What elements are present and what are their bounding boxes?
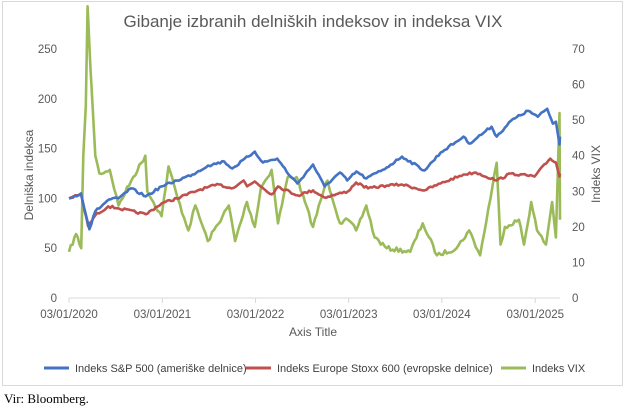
series-line-2 (68, 157, 562, 228)
left-tick-label: 250 (38, 44, 57, 56)
x-axis-title: Axis Title (289, 325, 337, 339)
right-tick-label: 30 (572, 186, 585, 198)
right-tick-label: 10 (572, 257, 585, 269)
left-tick-label: 100 (38, 193, 57, 205)
right-tick-label: 60 (572, 80, 585, 92)
left-axis-title: Delniška indeksa (22, 129, 36, 220)
x-tick-label: 03/01/2020 (40, 309, 98, 321)
right-tick-label: 0 (572, 293, 578, 305)
left-axis: 0 50 100 150 200 250 (38, 44, 57, 305)
x-axis: 03/01/2020 03/01/2021 03/01/2022 03/01/2023… (40, 298, 564, 321)
left-tick-label: 150 (38, 144, 57, 156)
right-tick-label: 40 (572, 151, 585, 163)
left-tick-label: 50 (44, 243, 57, 255)
right-tick-label: 70 (572, 44, 585, 56)
x-tick-label: 03/01/2021 (134, 309, 192, 321)
left-tick-label: 200 (38, 94, 57, 106)
series-line-1 (68, 107, 562, 231)
series-lines (67, 5, 562, 257)
right-tick-label: 20 (572, 222, 585, 234)
x-tick-label: 03/01/2022 (227, 309, 285, 321)
legend-label: Indeks S&P 500 (ameriške delnice) (75, 363, 247, 375)
x-tick-label: 03/01/2025 (506, 309, 564, 321)
legend: Indeks S&P 500 (ameriške delnice) Indeks … (44, 363, 586, 375)
source-note: Vir: Bloomberg. (4, 391, 89, 406)
chart-frame (2, 1, 623, 386)
right-axis-title: Indeks VIX (589, 145, 603, 203)
legend-label: Indeks Europe Stoxx 600 (evropske delnic… (277, 363, 493, 375)
right-axis: 0 10 20 30 40 50 60 70 (572, 44, 585, 305)
line-chart: Gibanje izbranih delniških indeksov in i… (22, 5, 603, 375)
left-tick-label: 0 (51, 293, 57, 305)
x-tick-label: 03/01/2024 (413, 309, 471, 321)
chart-title: Gibanje izbranih delniških indeksov in i… (124, 12, 503, 31)
legend-label: Indeks VIX (532, 363, 586, 375)
series-line-3 (67, 5, 562, 257)
x-tick-label: 03/01/2023 (320, 309, 378, 321)
right-tick-label: 50 (572, 115, 585, 127)
